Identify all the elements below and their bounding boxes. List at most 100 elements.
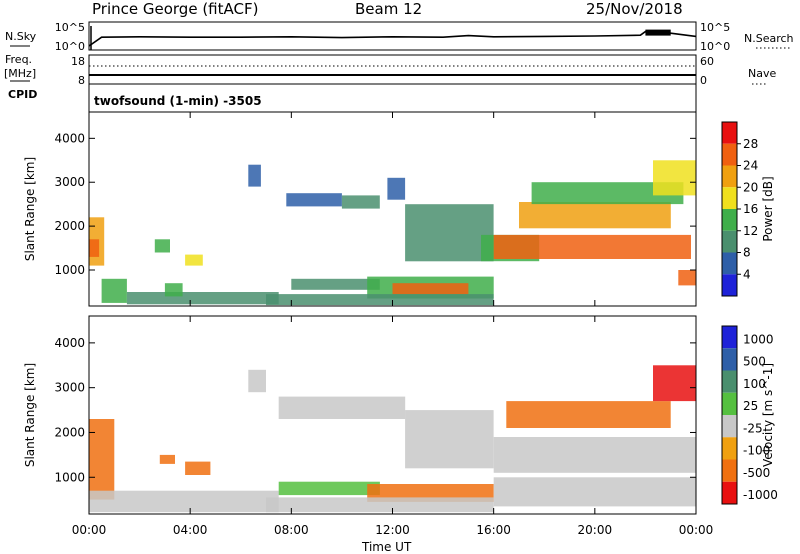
velocity-cbar-tick-label-7: -1000: [743, 488, 778, 502]
power-cbar-tick-label-1: 8: [743, 246, 751, 260]
mode-label: twofsound (1-min) -3505: [94, 94, 262, 108]
time-tick-label-1: 04:00: [173, 523, 208, 537]
velocity-region-13: [493, 477, 696, 507]
velocity-region-5: [278, 396, 406, 419]
velocity-cbar-tick-label-2: 100: [743, 377, 766, 391]
nsky-noise-burst: [645, 29, 671, 36]
velocity-region-11: [506, 401, 671, 428]
noise-left-tick-top: 10^5: [55, 21, 85, 34]
power-colorbar-seg-6: [722, 252, 737, 275]
nave-label: Nave: [748, 67, 777, 80]
velocity-region-6: [405, 410, 494, 469]
nsearch-label: N.Search: [744, 32, 794, 45]
velocity-ytick-label-2: 3000: [54, 381, 85, 395]
power-cbar-tick-label-4: 20: [743, 180, 758, 194]
velocity-region-10: [493, 437, 696, 473]
power-region-17: [519, 202, 671, 229]
x-axis-label: Time UT: [362, 540, 412, 554]
velocity-region-0: [89, 419, 115, 500]
power-colorbar-seg-3: [722, 187, 737, 209]
velocity-colorbar-seg-2: [722, 370, 737, 393]
time-tick-label-6: 00:00: [679, 523, 714, 537]
power-region-2: [101, 278, 127, 303]
power-cbar-tick-label-3: 16: [743, 202, 758, 216]
freq-label: Freq.: [5, 53, 33, 66]
power-region-14: [392, 283, 469, 295]
velocity-data-group: [89, 365, 696, 513]
velocity-cbar-tick-label-1: 500: [743, 355, 766, 369]
noise-left-tick-bottom: 10^0: [55, 40, 85, 53]
power-ytick-label-3: 4000: [54, 131, 85, 145]
power-region-6: [164, 283, 183, 297]
station-title: Prince George (fitACF): [92, 0, 259, 18]
power-colorbar-seg-2: [722, 165, 737, 188]
velocity-ylabel: Slant Range [km]: [23, 363, 37, 467]
power-region-3: [126, 292, 279, 305]
power-region-5: [185, 254, 203, 266]
velocity-ytick-label-0: 1000: [54, 470, 85, 484]
power-region-12: [291, 278, 380, 290]
velocity-cbar-tick-label-5: -100: [743, 444, 770, 458]
velocity-region-12: [653, 365, 696, 402]
power-region-4: [154, 239, 170, 253]
freq-unit-label: [MHz]: [4, 67, 37, 80]
noise-right-tick-bottom: 10^0: [700, 40, 730, 53]
velocity-cbar-tick-label-6: -500: [743, 466, 770, 480]
velocity-region-7: [278, 481, 380, 496]
power-region-1: [89, 239, 100, 257]
power-colorbar-label: Power [dB]: [761, 176, 775, 241]
power-cbar-tick-label-2: 12: [743, 224, 758, 238]
power-region-18: [531, 182, 684, 205]
beam-title: Beam 12: [355, 0, 423, 18]
velocity-region-3: [185, 461, 211, 475]
time-tick-label-0: 00:00: [72, 523, 107, 537]
time-tick-label-3: 12:00: [375, 523, 410, 537]
power-region-11: [405, 204, 494, 262]
power-region-8: [286, 193, 342, 207]
power-region-7: [248, 164, 261, 187]
power-region-20: [678, 270, 696, 286]
freq-panel-frame: [88, 54, 697, 85]
freq-right-tick-bottom: 0: [700, 74, 707, 87]
velocity-ytick-label-3: 4000: [54, 336, 85, 350]
power-ylabel: Slant Range [km]: [23, 157, 37, 261]
velocity-colorbar-seg-1: [722, 348, 737, 371]
nsky-label: N.Sky: [5, 30, 37, 43]
velocity-cbar-tick-label-3: 25: [743, 399, 758, 413]
velocity-colorbar-seg-3: [722, 392, 737, 415]
power-ytick-label-1: 2000: [54, 219, 85, 233]
power-data-group: [89, 160, 696, 306]
noise-right-tick-top: 10^5: [700, 21, 730, 34]
power-cbar-tick-label-6: 28: [743, 137, 758, 151]
velocity-colorbar-seg-5: [722, 437, 737, 460]
velocity-colorbar-seg-4: [722, 415, 737, 438]
freq-right-tick-top: 60: [700, 55, 714, 68]
nsky-series-line: [88, 30, 697, 47]
velocity-colorbar-seg-0: [722, 326, 737, 349]
power-region-16: [493, 234, 691, 259]
velocity-cbar-tick-label-0: 1000: [743, 332, 774, 346]
velocity-colorbar-frame: [721, 325, 738, 505]
power-colorbar-seg-0: [722, 122, 737, 144]
time-tick-label-4: 16:00: [476, 523, 511, 537]
velocity-colorbar-seg-6: [722, 459, 737, 482]
time-tick-label-2: 08:00: [274, 523, 309, 537]
velocity-ytick-label-1: 2000: [54, 425, 85, 439]
velocity-region-1: [89, 490, 279, 513]
power-colorbar-seg-1: [722, 143, 737, 166]
power-colorbar-seg-7: [722, 274, 737, 296]
power-colorbar-seg-5: [722, 230, 737, 253]
velocity-region-2: [159, 454, 175, 464]
cpid-label: CPID: [8, 88, 38, 101]
power-region-9: [341, 195, 380, 209]
velocity-region-9: [266, 497, 494, 513]
freq-left-tick-top: 18: [71, 55, 85, 68]
power-cbar-tick-label-0: 4: [743, 267, 751, 281]
power-colorbar-seg-4: [722, 209, 737, 231]
date-title: 25/Nov/2018: [586, 0, 683, 18]
power-ytick-label-2: 3000: [54, 175, 85, 189]
power-cbar-tick-label-5: 24: [743, 159, 758, 173]
power-region-10: [387, 177, 406, 200]
velocity-region-4: [248, 369, 266, 393]
